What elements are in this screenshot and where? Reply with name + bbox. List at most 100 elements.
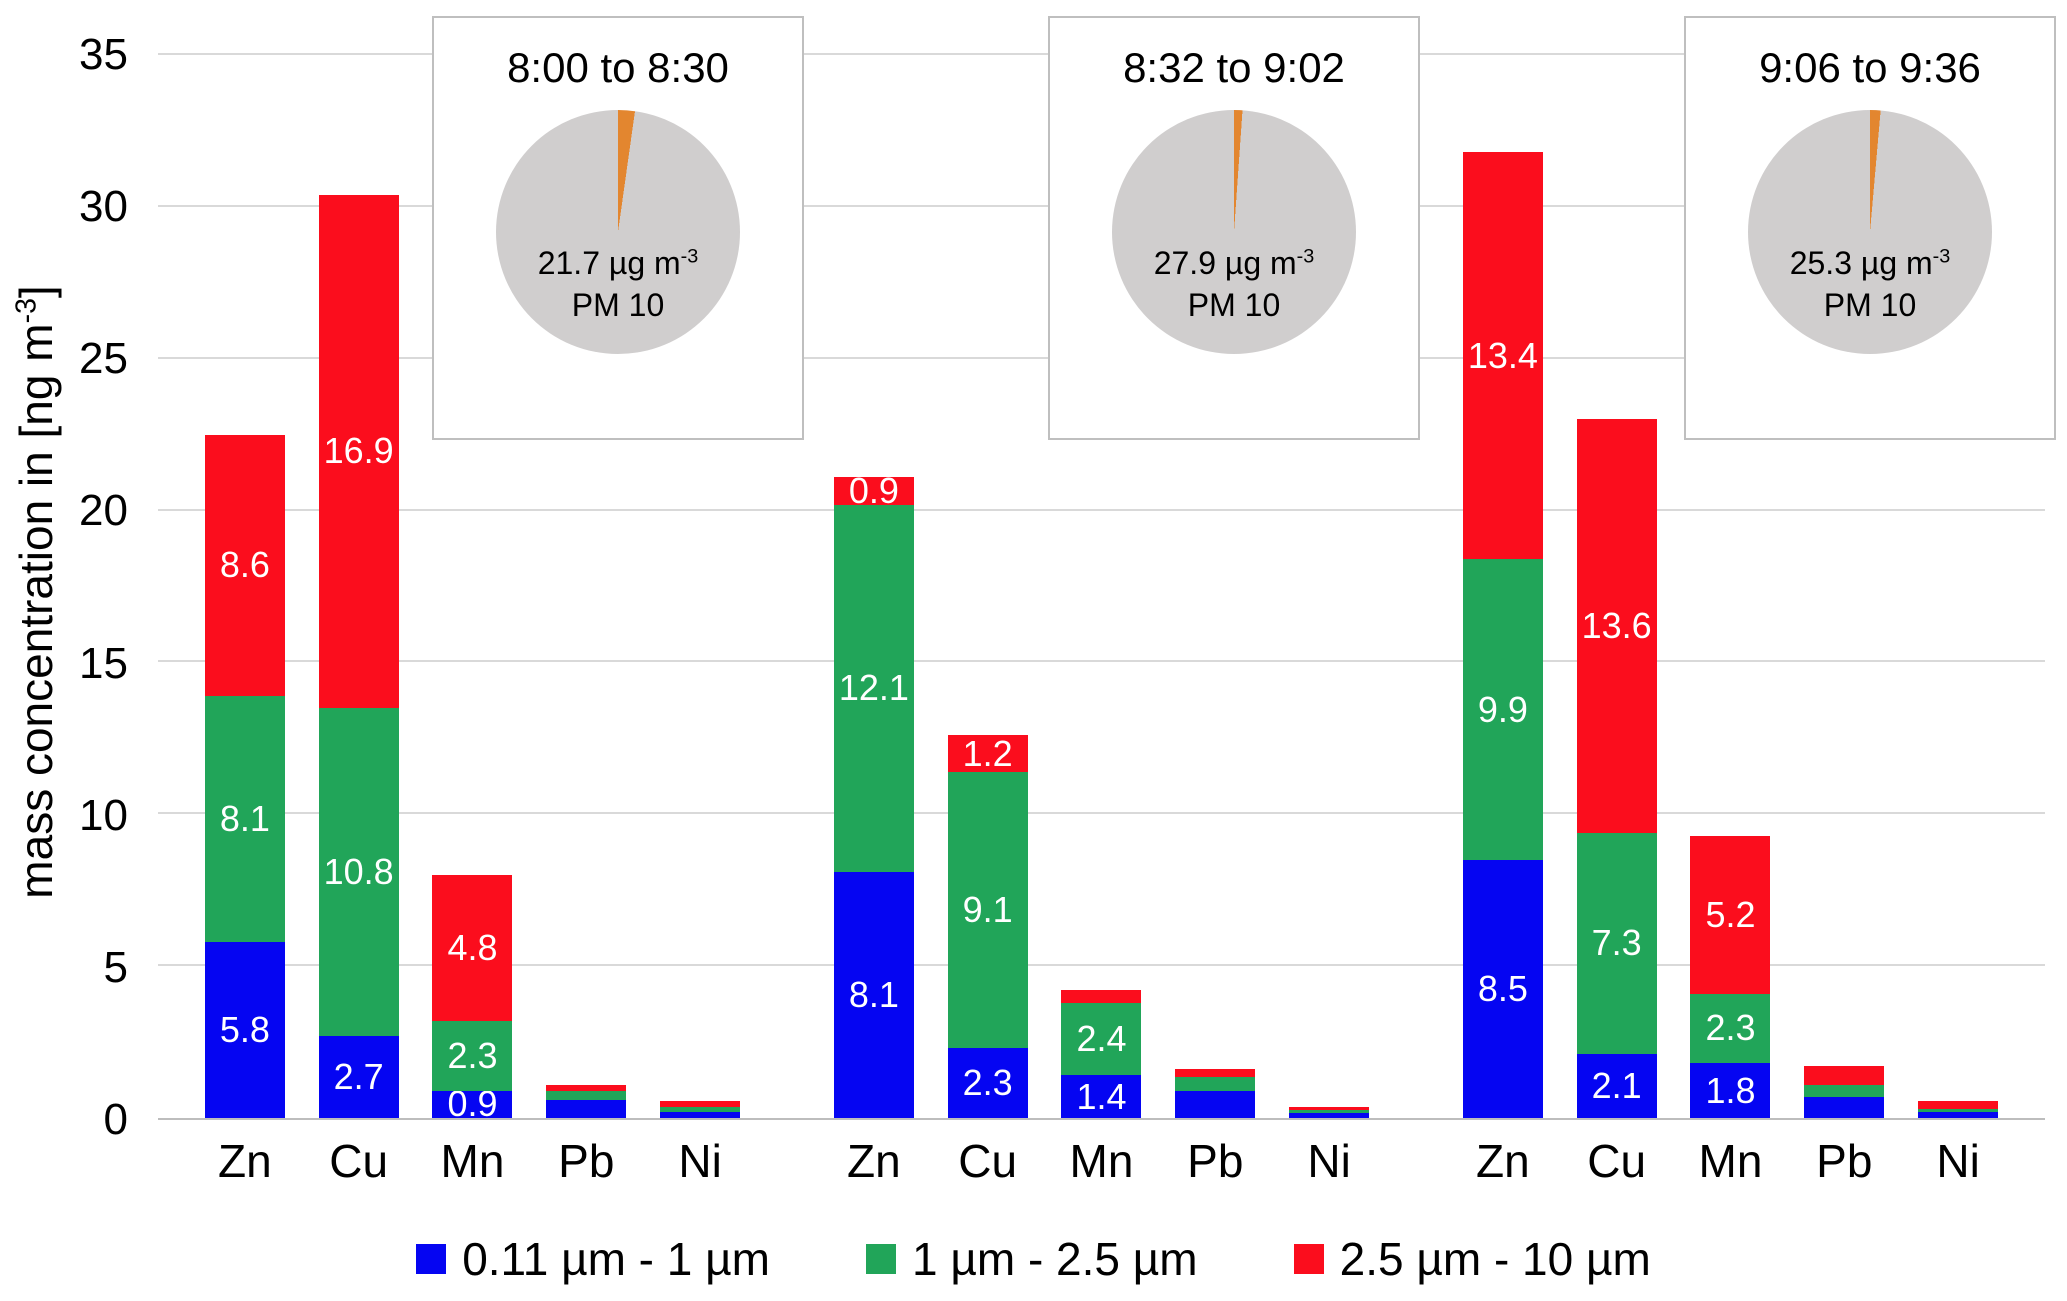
- pm-label: PM 10: [1823, 287, 1917, 323]
- bar-segment: 8.6: [204, 434, 285, 696]
- bar-value-label: 1.2: [962, 732, 1013, 774]
- stacked-bar: 1.8 2.3 5.2: [1690, 55, 1771, 1118]
- bar-segment: 1.8: [1690, 1063, 1771, 1118]
- y-axis-tick-labels: 0 5 10 15 20 25 30 35: [0, 31, 142, 1144]
- bar-slot: [529, 55, 643, 1118]
- bar-segment: 2.3: [1690, 993, 1771, 1064]
- bar-segment: [1804, 1084, 1885, 1097]
- bar-slot: 2.3 9.1 1.2: [931, 55, 1045, 1118]
- pm-concentration-value: 21.7 µg m: [537, 245, 681, 281]
- pm-concentration: 25.3 µg m-3: [1748, 242, 1992, 284]
- pie-inset-panel: 9:06 to 9:36 25.3 µg m-3 PM 10: [1684, 16, 2056, 440]
- gridline: [158, 660, 2045, 663]
- pm-concentration-exponent: -3: [1932, 245, 1951, 268]
- pm-concentration-value: 27.9 µg m: [1153, 245, 1297, 281]
- legend-label: 2.5 µm - 10 µm: [1339, 1233, 1651, 1285]
- bar-segment: 2.3: [432, 1020, 513, 1091]
- pie-inset-panel: 8:32 to 9:02 27.9 µg m-3 PM 10: [1048, 16, 1420, 440]
- legend-label: 0.11 µm - 1 µm: [462, 1233, 770, 1285]
- bar-slot: 5.8 8.1 8.6: [188, 55, 302, 1118]
- bar-slot: [1158, 55, 1272, 1118]
- pm-concentration: 27.9 µg m-3: [1112, 242, 1356, 284]
- y-tick-label: 35: [79, 30, 128, 79]
- bar-segment: 1.2: [947, 733, 1028, 774]
- bar-slot: 2.7 10.8 16.9: [302, 55, 416, 1118]
- pm-concentration: 21.7 µg m-3: [496, 242, 740, 284]
- bar-value-label: 16.9: [323, 430, 394, 472]
- bar-group: 8.5 9.9 13.4 2.1 7.3 13.6 1.8 2.3 5.2: [1416, 55, 2045, 1118]
- bar-value-label: 10.8: [323, 851, 394, 892]
- bar-value-label: 12.1: [838, 667, 909, 709]
- bar-slot: [643, 55, 757, 1118]
- bar-value-label: 9.1: [962, 888, 1013, 930]
- x-axis-category: Ni: [1936, 1135, 1980, 1187]
- x-axis-category: Zn: [847, 1135, 901, 1187]
- bar-value-label: 4.8: [447, 926, 498, 968]
- bar-slot: 8.1 12.1 0.9: [817, 55, 931, 1118]
- pm-label: PM 10: [1187, 287, 1281, 323]
- bar-slot: 2.1 7.3 13.6: [1560, 55, 1674, 1118]
- bar-value-label: 13.4: [1467, 334, 1538, 376]
- y-tick-label: 20: [79, 486, 128, 536]
- bar-segment: 9.1: [947, 771, 1028, 1049]
- bar-segment: [660, 1111, 741, 1118]
- x-axis-category: Mn: [1069, 1135, 1134, 1187]
- gridline: [158, 508, 2045, 511]
- x-axis-labels: Zn Cu Mn Pb Ni Zn Cu Mn Pb Ni Zn Cu Mn Pb Ni: [158, 1134, 2045, 1188]
- bar-group: 5.8 8.1 8.6 2.7 10.8 16.9 0.9 2.3 4.8: [158, 55, 787, 1124]
- stacked-bar: 8.1 12.1 0.9: [833, 55, 914, 1118]
- bar-slot: 0.9 2.3 4.8: [416, 55, 530, 1124]
- bar-value-label: 8.6: [219, 544, 270, 586]
- bar-segment: 8.5: [1462, 859, 1543, 1118]
- pm-concentration-value: 25.3 µg m: [1789, 245, 1933, 281]
- bar-segment: [1175, 1090, 1256, 1118]
- bar-value-label: 8.5: [1477, 967, 1528, 1009]
- x-axis-category: Ni: [678, 1135, 722, 1187]
- x-axis-category: Cu: [329, 1135, 389, 1187]
- pm-concentration-exponent: -3: [1296, 245, 1315, 268]
- legend-item: 0.11 µm - 1 µm: [416, 1232, 770, 1286]
- x-label-group: Zn Cu Mn Pb Ni: [158, 1134, 787, 1188]
- pie-chart: 25.3 µg m-3 PM 10: [1748, 110, 1992, 354]
- legend-item: 1 µm - 2.5 µm: [865, 1232, 1198, 1286]
- stacked-bar: [1289, 55, 1370, 1118]
- bar-segment: 8.1: [204, 695, 285, 942]
- stacked-bar: [660, 55, 741, 1118]
- bar-segment: [1175, 1077, 1256, 1091]
- bar-slot: 1.4 2.4: [1045, 55, 1159, 1118]
- x-label-group: Zn Cu Mn Pb Ni: [1416, 1134, 2045, 1188]
- bar-segment: 0.9: [833, 470, 914, 511]
- bar-segment: [1918, 1101, 1999, 1109]
- stacked-bar: 1.4 2.4: [1061, 55, 1142, 1118]
- bar-value-label: 2.1: [1591, 1065, 1642, 1107]
- stacked-bar: [1804, 55, 1885, 1118]
- bar-segment: 0.9: [432, 1083, 513, 1124]
- pie-inset-panel: 8:00 to 8:30 21.7 µg m-3 PM 10: [432, 16, 804, 440]
- bar-segment: [1804, 1066, 1885, 1085]
- bar-group: 8.1 12.1 0.9 2.3 9.1 1.2 1.4 2.4: [787, 55, 1416, 1118]
- stacked-bar: 2.3 9.1 1.2: [947, 55, 1028, 1118]
- bar-slot: [1787, 55, 1901, 1118]
- x-axis-category: Zn: [218, 1135, 272, 1187]
- gridline: [158, 812, 2045, 815]
- bar-segment: [1804, 1096, 1885, 1118]
- y-tick-label: 10: [79, 790, 128, 840]
- stacked-bar: 0.9 2.3 4.8: [432, 55, 513, 1124]
- bar-segment: 13.6: [1576, 419, 1657, 833]
- bar-segment: [546, 1099, 627, 1118]
- bar-segment: 4.8: [432, 875, 513, 1021]
- x-axis-category: Cu: [1587, 1135, 1647, 1187]
- pm-label: PM 10: [571, 287, 665, 323]
- x-label-group: Zn Cu Mn Pb Ni: [787, 1134, 1416, 1188]
- stacked-bar: 2.7 10.8 16.9: [318, 55, 399, 1118]
- bar-segment: 1.4: [1061, 1075, 1142, 1118]
- bar-segment: 2.3: [947, 1048, 1028, 1118]
- bar-segment: [1289, 1113, 1370, 1118]
- x-axis-category: Zn: [1476, 1135, 1530, 1187]
- bar-value-label: 2.3: [447, 1034, 498, 1076]
- x-axis-category: Mn: [1698, 1135, 1763, 1187]
- y-tick-label: 15: [79, 638, 128, 688]
- bar-segment: 8.1: [833, 872, 914, 1118]
- bar-slot: [1272, 55, 1386, 1118]
